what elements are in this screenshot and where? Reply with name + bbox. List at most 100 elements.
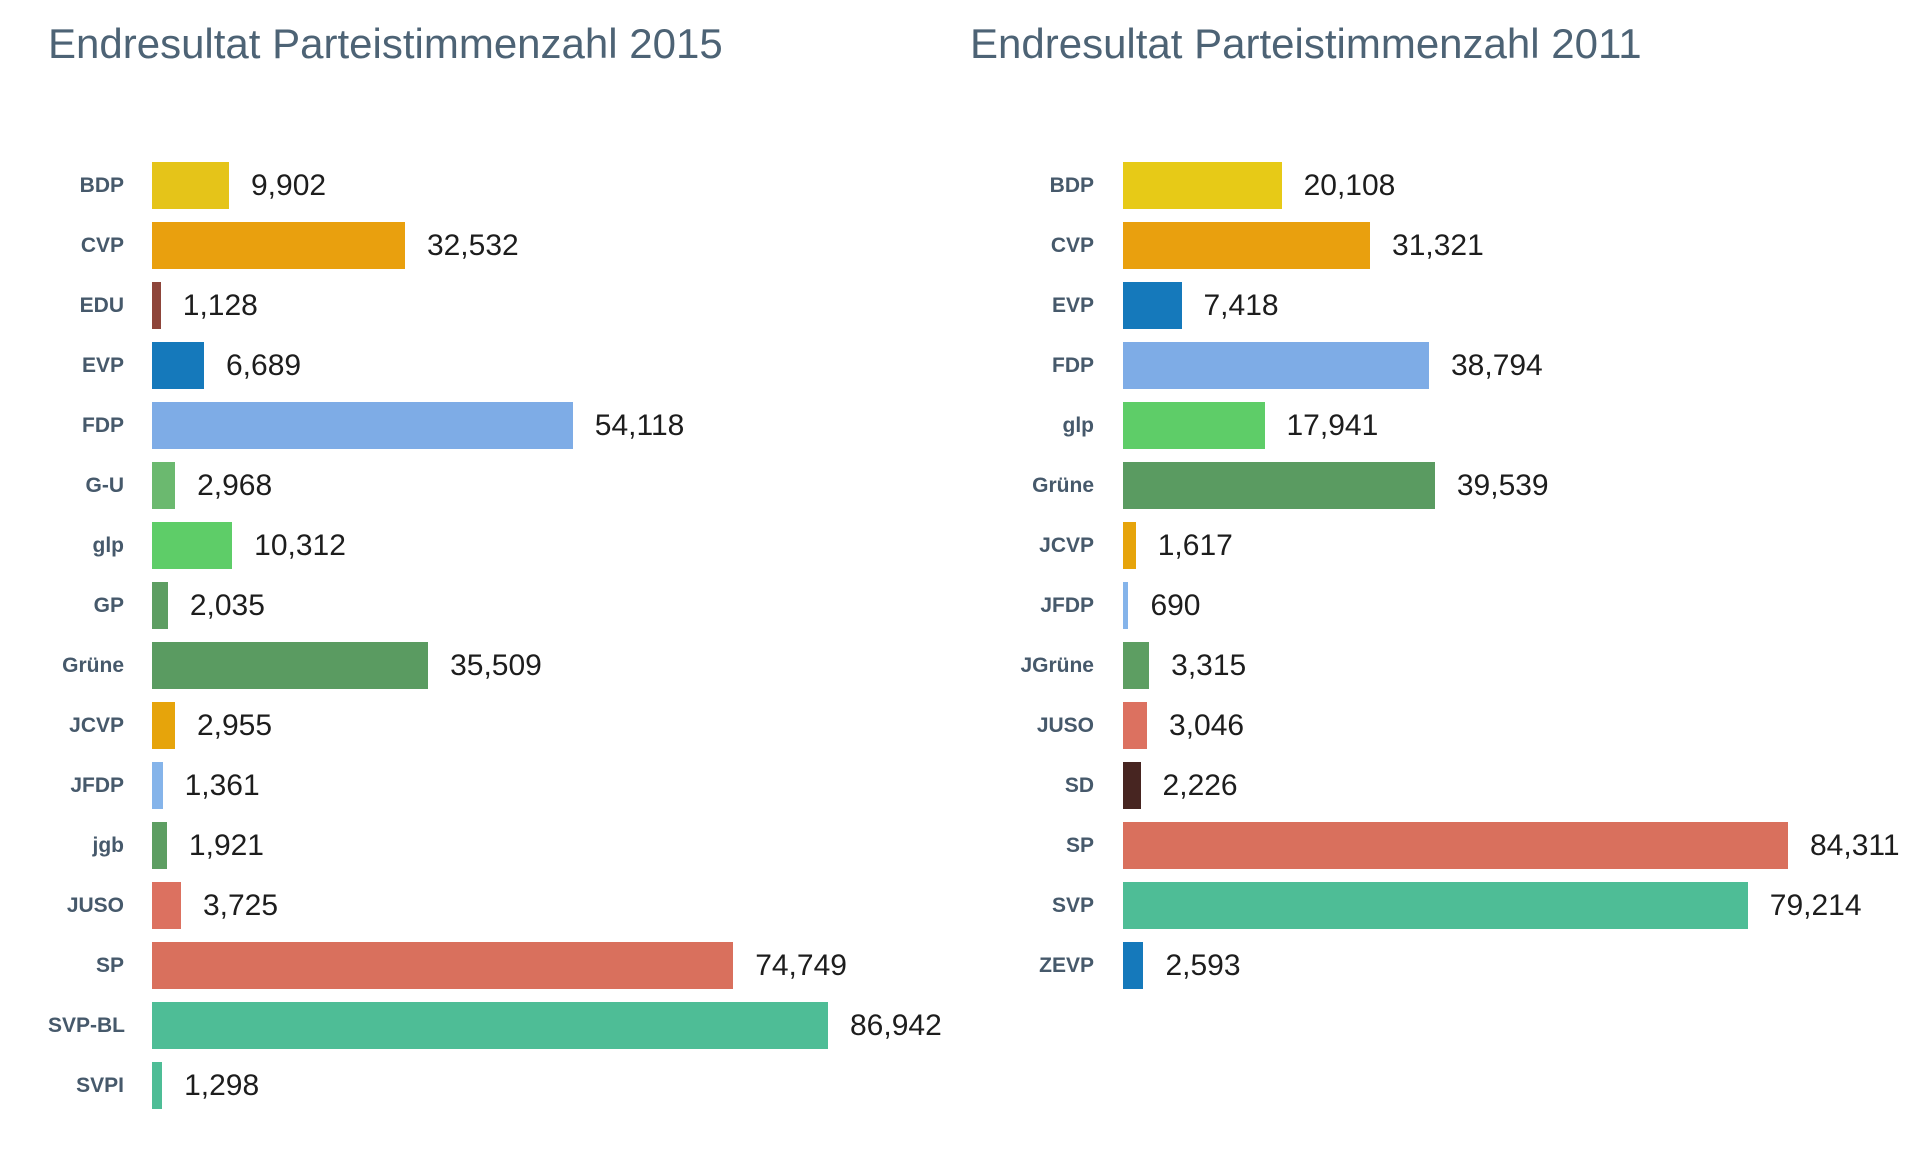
category-label-JUSO: JUSO [1036, 714, 1094, 737]
bar-track: 20,108 [1123, 162, 1788, 209]
bar-track: 32,532 [152, 222, 828, 269]
value-label-SP: 84,311 [1810, 828, 1900, 862]
category-label-FDP: FDP [1052, 354, 1094, 377]
category-label-JUSO: JUSO [66, 894, 124, 917]
bar-SVP-BL [152, 1002, 828, 1049]
bar-row-jgb: jgb 1,921 [48, 822, 828, 882]
value-label-glp: 17,941 [1286, 408, 1379, 442]
category-label-glp: glp [92, 534, 125, 557]
category-label-EVP: EVP [1051, 294, 1094, 317]
bar-track: 2,955 [152, 702, 828, 749]
chart-rows-2011: BDP 20,108 CVP 31,321 EVP 7,418 FDP 38,794 glp 17… [970, 162, 1900, 1002]
bar-JFDP [1123, 582, 1129, 629]
bar-track: 3,046 [1123, 702, 1788, 749]
value-label-CVP: 32,532 [426, 228, 519, 262]
bar-track: 84,311 [1123, 822, 1900, 869]
category-label-SP: SP [1065, 834, 1094, 857]
bar-BDP [1123, 162, 1282, 209]
category-label-G-U: G-U [85, 474, 125, 497]
value-label-GP: 2,035 [189, 588, 265, 622]
bar-track: 1,361 [152, 762, 828, 809]
bar-row-GP: GP 2,035 [48, 582, 828, 642]
bar-row-EVP: EVP 6,689 [48, 342, 828, 402]
bar-row-Grüne: Grüne 35,509 [48, 642, 828, 702]
bar-track: 1,617 [1123, 522, 1788, 569]
bar-row-BDP: BDP 20,108 [970, 162, 1788, 222]
chart-title-2011: Endresultat Parteistimmenzahl 2011 [970, 20, 1642, 67]
category-label-JGrüne: JGrüne [1020, 654, 1094, 677]
bar-track: 10,312 [152, 522, 828, 569]
bar-SP [152, 942, 734, 989]
bar-Grüne [152, 642, 429, 689]
bar-row-FDP: FDP 38,794 [970, 342, 1788, 402]
bar-JUSO [152, 882, 181, 929]
category-label-SP: SP [95, 954, 124, 977]
chart-title-2015: Endresultat Parteistimmenzahl 2015 [48, 20, 723, 67]
category-label-JFDP: JFDP [70, 774, 124, 797]
bar-EVP [1123, 282, 1182, 329]
bar-SP [1123, 822, 1788, 869]
category-label-JFDP: JFDP [1040, 594, 1094, 617]
chart-2011: Endresultat Parteistimmenzahl 2011 BDP 20… [970, 0, 1910, 1168]
bar-row-ZEVP: ZEVP 2,593 [970, 942, 1788, 1002]
bar-ZEVP [1123, 942, 1144, 989]
bar-row-JFDP: JFDP 1,361 [48, 762, 828, 822]
value-label-SP: 74,749 [755, 948, 847, 982]
bar-track: 1,921 [152, 822, 828, 869]
bar-track: 2,226 [1123, 762, 1788, 809]
value-label-CVP: 31,321 [1392, 228, 1484, 262]
bar-row-JUSO: JUSO 3,046 [970, 702, 1788, 762]
value-label-EDU: 1,128 [182, 288, 258, 322]
bar-track: 35,509 [152, 642, 828, 689]
bar-row-SVP: SVP 79,214 [970, 882, 1862, 942]
bar-EVP [152, 342, 204, 389]
bar-JUSO [1123, 702, 1148, 749]
bar-track: 2,035 [152, 582, 828, 629]
category-label-CVP: CVP [80, 234, 124, 257]
value-label-BDP: 20,108 [1303, 168, 1396, 202]
value-label-glp: 10,312 [254, 528, 346, 562]
bar-track: 79,214 [1123, 882, 1862, 929]
bar-SVPI [152, 1062, 163, 1109]
category-label-FDP: FDP [82, 414, 124, 437]
value-label-JGrüne: 3,315 [1171, 648, 1247, 682]
bar-row-G-U: G-U 2,968 [48, 462, 828, 522]
bar-row-BDP: BDP 9,902 [48, 162, 828, 222]
bar-glp [1123, 402, 1265, 449]
category-label-EDU: EDU [79, 294, 124, 317]
bar-track: 1,128 [152, 282, 828, 329]
bar-JFDP [152, 762, 163, 809]
bar-row-Grüne: Grüne 39,539 [970, 462, 1788, 522]
bar-row-SD: SD 2,226 [970, 762, 1788, 822]
bar-row-JUSO: JUSO 3,725 [48, 882, 828, 942]
category-label-JCVP: JCVP [1039, 534, 1094, 557]
bar-track: 7,418 [1123, 282, 1788, 329]
chart-rows-2015: BDP 9,902 CVP 32,532 EDU 1,128 EVP 6,689 FDP 54,1… [48, 162, 942, 1122]
category-label-SVPI: SVPI [76, 1074, 124, 1097]
bar-row-SP: SP 74,749 [48, 942, 847, 1002]
bar-row-SVP-BL: SVP-BL 86,942 [48, 1002, 942, 1062]
bar-JCVP [152, 702, 175, 749]
category-label-CVP: CVP [1050, 234, 1094, 257]
value-label-EVP: 6,689 [226, 348, 302, 382]
bar-FDP [152, 402, 573, 449]
category-label-BDP: BDP [1049, 174, 1094, 197]
value-label-jgb: 1,921 [188, 828, 264, 862]
bar-SD [1123, 762, 1141, 809]
bar-row-CVP: CVP 31,321 [970, 222, 1788, 282]
bar-row-EVP: EVP 7,418 [970, 282, 1788, 342]
bar-track: 1,298 [152, 1062, 828, 1109]
bar-row-JGrüne: JGrüne 3,315 [970, 642, 1788, 702]
value-label-Grüne: 35,509 [450, 648, 542, 682]
value-label-JCVP: 2,955 [196, 708, 273, 742]
bar-row-EDU: EDU 1,128 [48, 282, 828, 342]
category-label-SVP-BL: SVP-BL [48, 1014, 126, 1037]
bar-jgb [152, 822, 167, 869]
chart-2015: Endresultat Parteistimmenzahl 2015 BDP 9,… [48, 0, 968, 1168]
bar-row-glp: glp 17,941 [970, 402, 1788, 462]
bar-row-JCVP: JCVP 2,955 [48, 702, 828, 762]
bar-track: 54,118 [152, 402, 828, 449]
value-label-SVPI: 1,298 [184, 1068, 260, 1102]
bar-track: 6,689 [152, 342, 828, 389]
